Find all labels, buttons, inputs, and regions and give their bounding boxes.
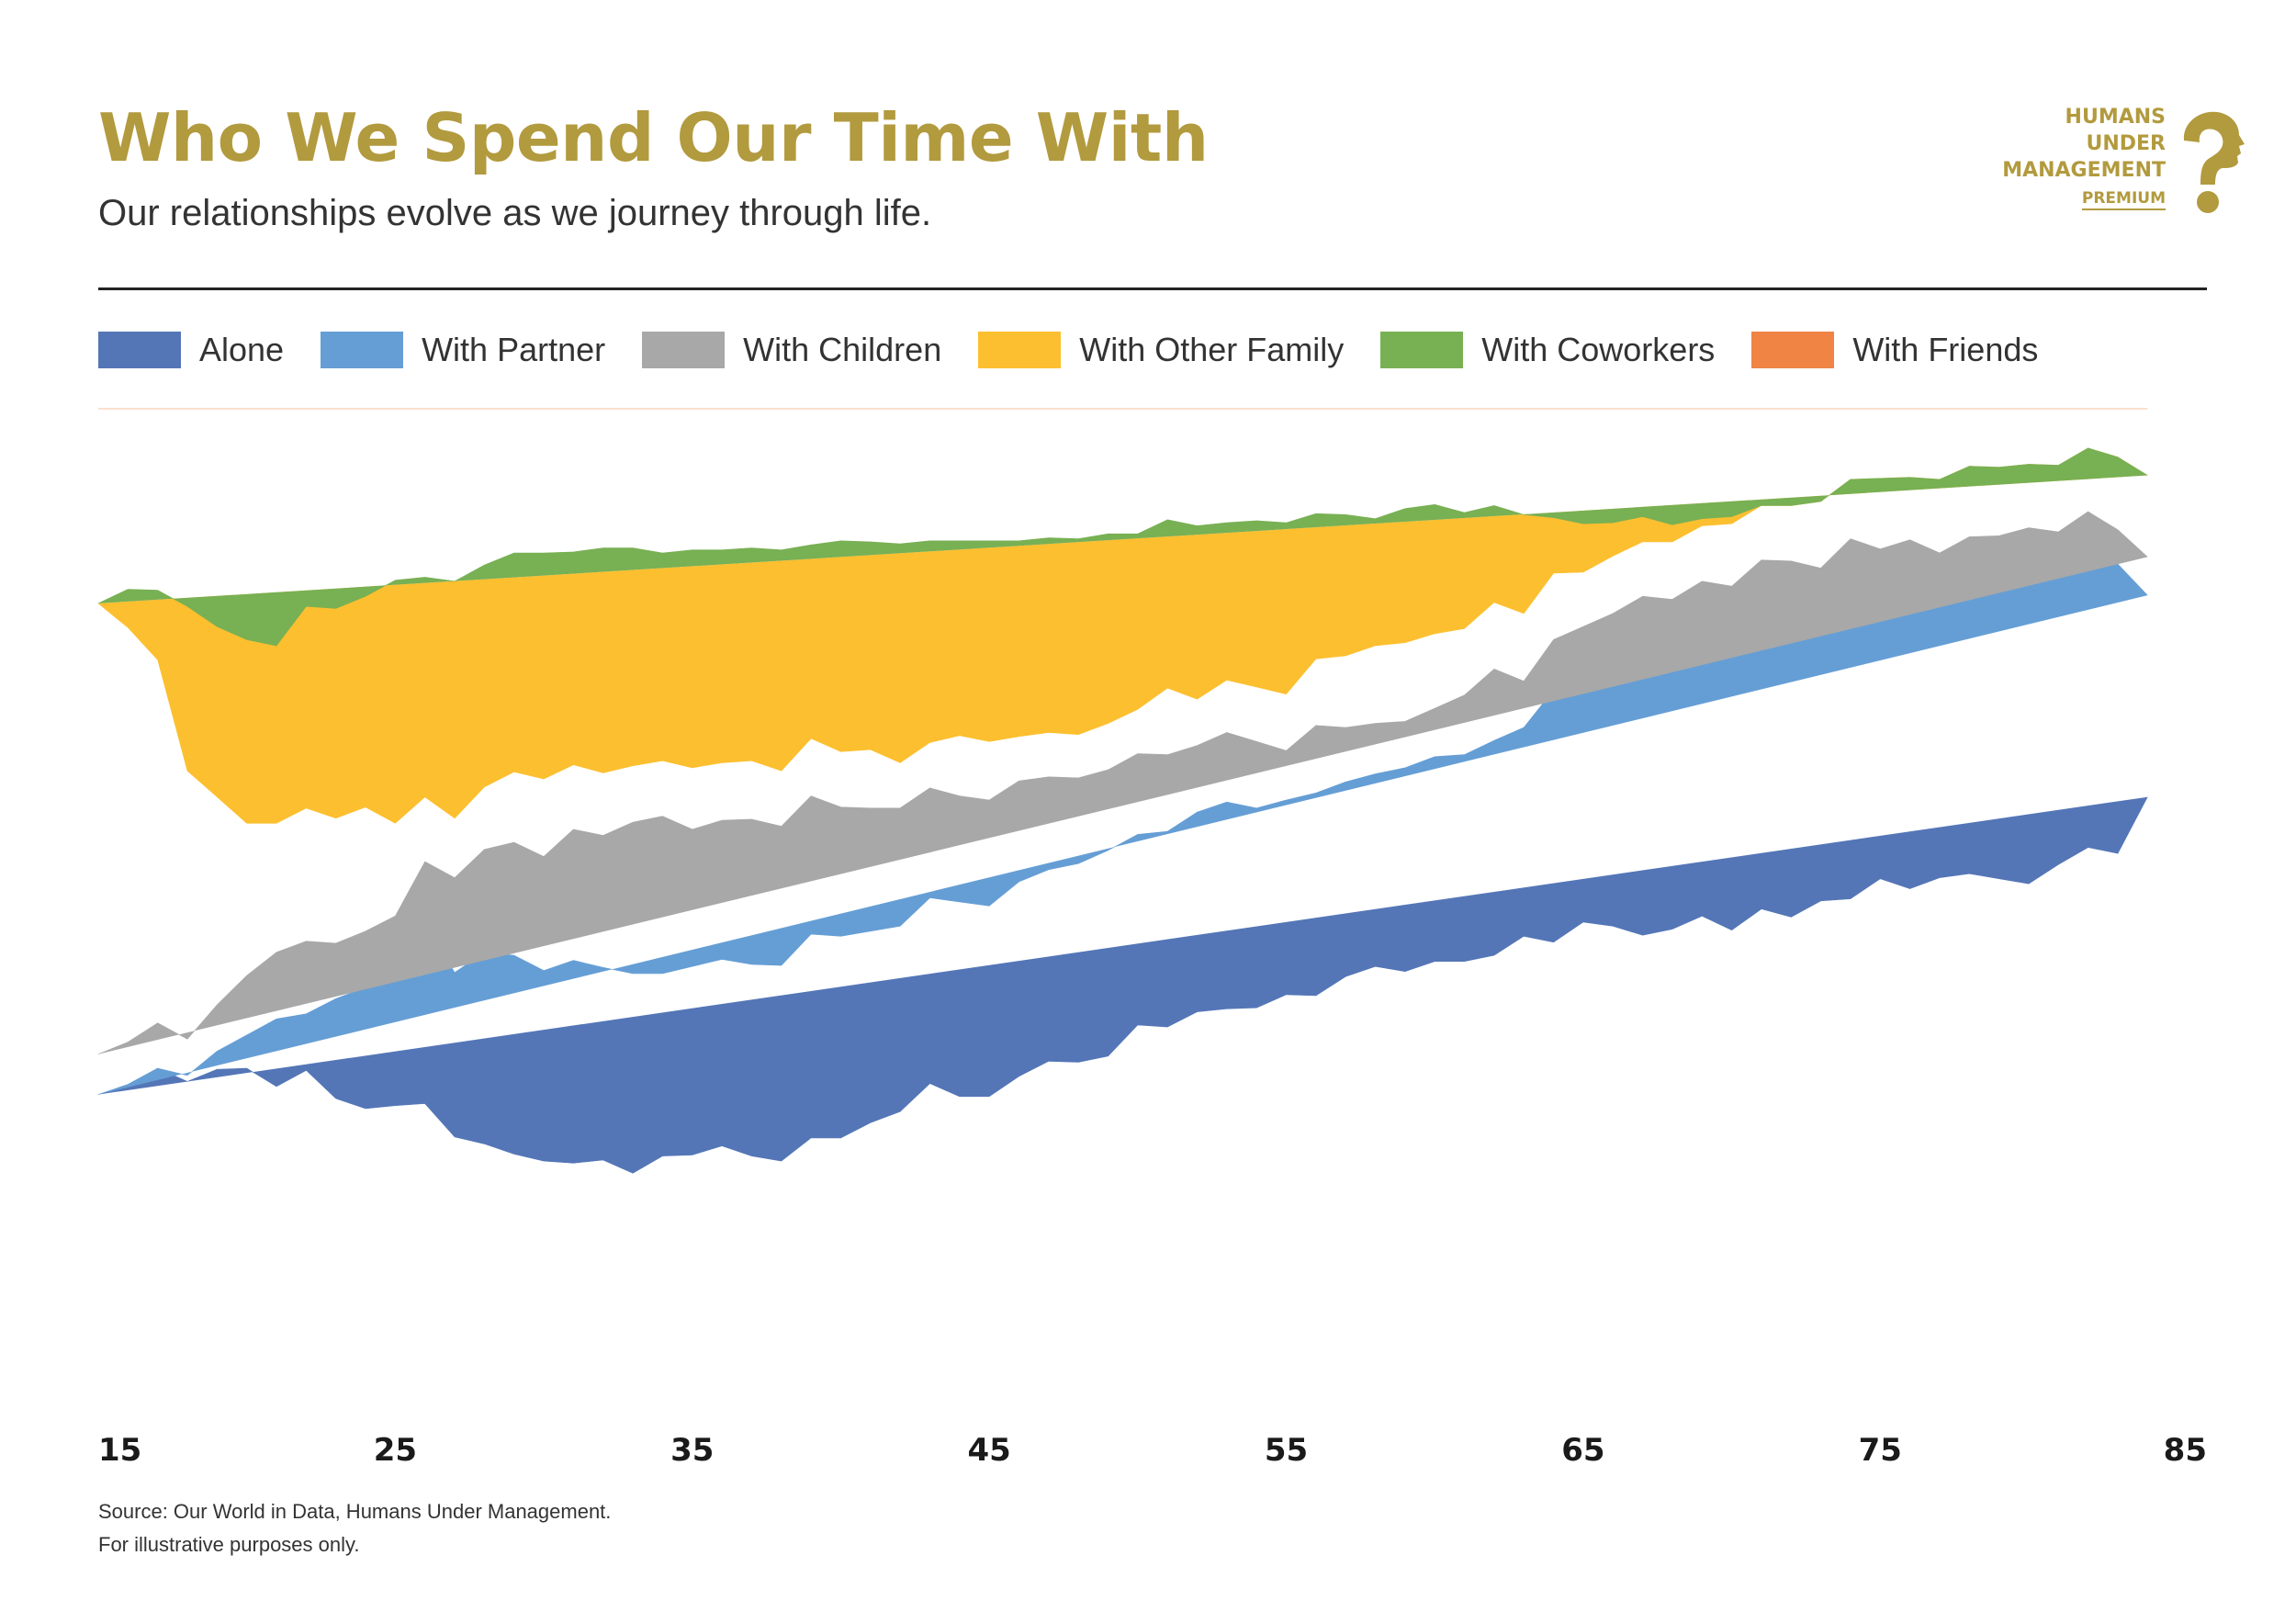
legend-item-partner[interactable]: With Partner: [321, 331, 605, 369]
legend-label-friends: With Friends: [1852, 331, 2039, 368]
legend-label-alone: Alone: [199, 331, 285, 368]
legend-item-friends[interactable]: With Friends: [1751, 331, 2038, 369]
page-title: Who We Spend Our Time With: [98, 99, 1209, 176]
page-subtitle: Our relationships evolve as we journey t…: [98, 193, 932, 233]
legend-swatch-friends: [1751, 332, 1835, 368]
legend-swatch-alone: [98, 332, 181, 368]
header-divider: [98, 287, 2207, 290]
legend-swatch-other-family: [978, 332, 1062, 368]
source-note: Source: Our World in Data, Humans Under …: [98, 1500, 612, 1523]
logo-wordmark: HUMANS UNDER MANAGEMENT PREMIUM: [2002, 104, 2166, 210]
x-tick-label: 15: [98, 1432, 141, 1469]
brand-logo[interactable]: HUMANS UNDER MANAGEMENT PREMIUM: [1982, 104, 2248, 223]
legend-label-coworkers: With Coworkers: [1481, 331, 1716, 368]
x-tick-label: 55: [1265, 1432, 1308, 1469]
x-tick-label: 85: [2164, 1432, 2207, 1469]
legend-swatch-children: [642, 332, 726, 368]
x-tick-label: 75: [1859, 1432, 1902, 1469]
legend-label-other-family: With Other Family: [1079, 331, 1345, 368]
legend-label-partner: With Partner: [422, 331, 606, 368]
chart-areas: [97, 408, 2148, 1174]
chart-legend: Alone With Partner With Children With Ot…: [98, 331, 2075, 369]
area-coworkers: [97, 447, 2148, 647]
legend-label-children: With Children: [743, 331, 942, 368]
x-axis-ticks: 15 25 35 45 55 65 75 85: [98, 1432, 2207, 1469]
legend-swatch-partner: [321, 332, 404, 368]
chart-footer: Source: Our World in Data, Humans Under …: [98, 1495, 611, 1561]
legend-item-other-family[interactable]: With Other Family: [978, 331, 1344, 369]
x-tick-label: 45: [967, 1432, 1010, 1469]
logo-line-management: MANAGEMENT: [2002, 159, 2166, 182]
legend-item-children[interactable]: With Children: [642, 331, 941, 369]
question-mark-head-icon: [2183, 111, 2245, 213]
x-tick-label: 65: [1561, 1432, 1604, 1469]
area-alone: [97, 796, 2148, 1174]
logo-premium-label: PREMIUM: [2081, 188, 2166, 210]
illustrative-note: For illustrative purposes only.: [98, 1533, 360, 1556]
area-children: [97, 511, 2148, 1054]
logo-line-under: UNDER: [2086, 132, 2166, 155]
x-tick-label: 25: [374, 1432, 417, 1469]
legend-item-coworkers[interactable]: With Coworkers: [1380, 331, 1715, 369]
legend-item-alone[interactable]: Alone: [98, 331, 284, 369]
logo-line-humans: HUMANS: [2065, 106, 2166, 129]
x-tick-label: 35: [670, 1432, 714, 1469]
legend-swatch-coworkers: [1380, 332, 1464, 368]
